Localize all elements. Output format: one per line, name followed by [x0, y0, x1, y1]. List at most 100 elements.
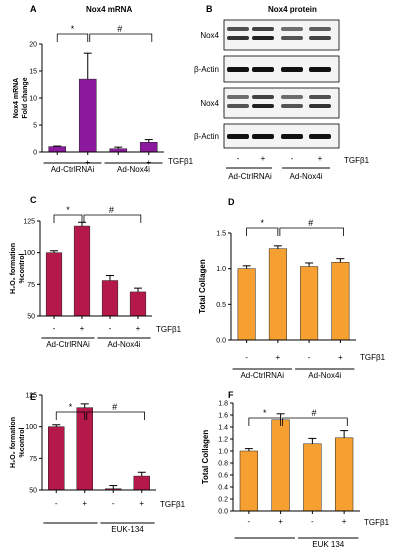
- bar: [331, 261, 350, 341]
- x-tick-label: +: [136, 324, 141, 333]
- x-tick-label: +: [338, 353, 343, 362]
- blot-band: [227, 36, 249, 40]
- y-tick-label: 10: [29, 96, 37, 103]
- bar: [271, 419, 290, 512]
- group-label: Ad-CtrlRNAi: [51, 165, 95, 174]
- bar: [76, 407, 93, 491]
- y-tick-label: 125: [23, 219, 35, 226]
- x-tick-label: -: [248, 517, 251, 526]
- blot-band: [309, 67, 331, 72]
- y-axis-label: %control: [19, 427, 26, 457]
- x-tick-label: -: [245, 353, 248, 362]
- treatment-label: TGFβ1: [344, 156, 370, 165]
- significance-bracket: [83, 214, 142, 223]
- blot-band: [309, 95, 331, 99]
- blot-strip: [223, 87, 340, 119]
- group-label: Ad-Nox4i: [108, 340, 141, 349]
- group-label: EUK-134: [111, 525, 144, 534]
- y-tick-label: 1.8: [218, 401, 228, 408]
- significance-bracket: [53, 214, 83, 223]
- significance-mark: *: [260, 218, 264, 228]
- significance-mark: #: [311, 408, 316, 418]
- blot-row-label: Nox4: [200, 99, 219, 108]
- blot-band: [281, 27, 303, 31]
- bar: [78, 78, 97, 153]
- x-tick-label: +: [80, 324, 85, 333]
- blot-strip: [223, 19, 340, 51]
- significance-mark: *: [71, 24, 75, 34]
- y-tick-label: 50: [29, 488, 37, 495]
- y-axis-label: Fold change: [22, 77, 29, 118]
- blot-band: [227, 104, 249, 108]
- significance-bracket: [89, 33, 153, 42]
- blot-band: [252, 134, 274, 139]
- panel-c-chart: C 50 75 100 125 H₂O₂ formation %control - + - + TGF…: [10, 195, 182, 349]
- significance-bracket: [279, 227, 344, 236]
- significance-mark: *: [263, 408, 267, 418]
- y-tick-label: 20: [29, 42, 37, 49]
- group-label: Ad-CtrlRNAi: [46, 340, 90, 349]
- significance-bracket: [55, 411, 86, 420]
- x-tick-label: -: [112, 499, 115, 508]
- blot-band: [227, 67, 249, 72]
- blot-band: [281, 36, 303, 40]
- blot-band: [309, 36, 331, 40]
- y-tick-label: 15: [29, 69, 37, 76]
- y-axis-label: Total Collagen: [201, 430, 210, 485]
- y-axis-label: H₂O₂ formation: [10, 417, 17, 468]
- x-tick-label: -: [53, 324, 56, 333]
- significance-bracket: [282, 417, 348, 426]
- y-tick-label: 0: [33, 150, 37, 157]
- y-tick-label: 0.8: [218, 461, 228, 468]
- bar: [239, 450, 259, 512]
- bar: [48, 426, 65, 491]
- group-label: EUK 134: [312, 540, 345, 549]
- blot-band: [281, 95, 303, 99]
- x-tick-label: -: [308, 353, 311, 362]
- blot-lane-sign: +: [318, 154, 323, 163]
- blot-band: [252, 95, 274, 99]
- panel-title: Nox4 protein: [268, 5, 317, 14]
- blot-row-label: Nox4: [200, 31, 219, 40]
- y-tick-label: 0.4: [218, 485, 228, 492]
- blot-band: [281, 104, 303, 108]
- panel-f-chart: F 0.0 0.2 0.4 0.6 0.8 1.0 1.2 1.4 1.6 1.8 Total Col…: [201, 390, 390, 549]
- panel-letter: C: [30, 195, 37, 205]
- panel-letter: E: [30, 392, 36, 402]
- blot-band: [252, 36, 274, 40]
- y-tick-label: 1.0: [218, 449, 228, 456]
- y-axis-label: H₂O₂ formation: [10, 243, 17, 294]
- blot-row-label: β-Actin: [194, 132, 219, 141]
- x-tick-label: +: [276, 353, 281, 362]
- x-tick-label: -: [311, 517, 314, 526]
- panel-e-chart: E 50 75 100 125 H₂O₂ formation %control - + - + TGF…: [10, 392, 186, 534]
- bar: [334, 437, 354, 512]
- panel-letter: B: [206, 4, 213, 14]
- blot-band: [309, 134, 331, 139]
- significance-bracket: [248, 417, 282, 426]
- bar: [303, 443, 322, 512]
- y-tick-label: 125: [25, 393, 37, 400]
- panel-d-chart: D 0.0 0.5 1.0 1.5 Total Collagen - + - + TGFβ1 Ad-C…: [198, 197, 386, 380]
- blot-lane-sign: +: [261, 154, 266, 163]
- blot-band: [309, 27, 331, 31]
- blot-lane-sign: -: [237, 154, 240, 163]
- group-label: Ad-CtrlRNAi: [228, 172, 272, 181]
- y-tick-label: 0.0: [218, 509, 228, 516]
- bar: [101, 280, 119, 317]
- y-tick-label: 0.0: [216, 338, 226, 345]
- significance-mark: *: [66, 205, 70, 215]
- bar: [133, 475, 150, 491]
- blot-band: [309, 104, 331, 108]
- panel-letter: D: [228, 197, 235, 207]
- y-tick-label: 100: [23, 250, 35, 257]
- bar: [139, 142, 158, 153]
- panel-letter: F: [228, 390, 234, 400]
- y-tick-label: 1.0: [216, 266, 226, 273]
- blot-band: [227, 134, 249, 139]
- y-tick-label: 1.6: [218, 413, 228, 420]
- y-tick-label: 1.2: [218, 437, 228, 444]
- x-tick-label: +: [342, 517, 347, 526]
- significance-mark: #: [112, 402, 117, 412]
